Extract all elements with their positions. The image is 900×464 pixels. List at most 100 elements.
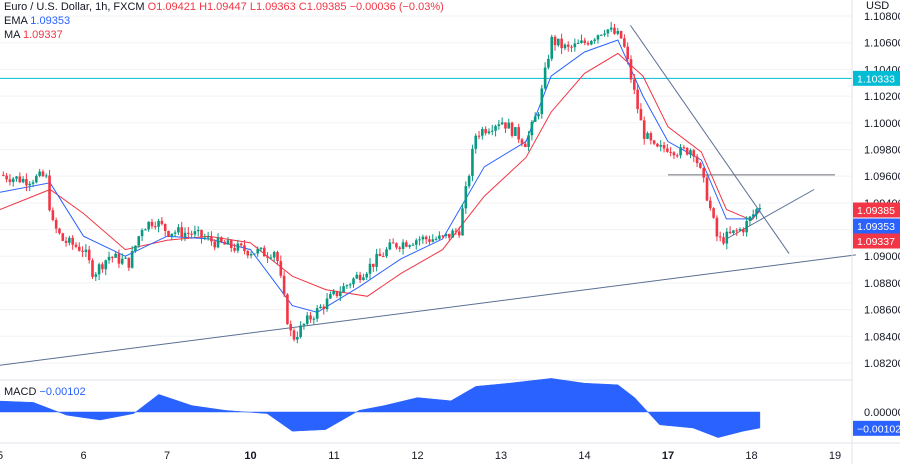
candle <box>381 252 385 258</box>
macd-label: MACD <box>4 386 37 398</box>
time-tick: 11 <box>328 450 339 462</box>
candle-body <box>504 122 507 129</box>
candle <box>500 117 504 125</box>
candle <box>322 304 326 315</box>
time-tick: 5 <box>0 450 3 462</box>
candle <box>147 221 150 232</box>
candle <box>299 321 302 339</box>
candle-body <box>134 245 137 252</box>
candle <box>609 21 613 32</box>
candle-body <box>593 39 596 41</box>
ma-badge-text: 1.09337 <box>857 236 895 248</box>
ema-badge: 1.09353 <box>853 218 900 234</box>
candle <box>210 231 213 246</box>
candle <box>81 246 84 258</box>
candle <box>679 143 682 159</box>
candle <box>94 271 98 281</box>
candle-body <box>84 249 88 252</box>
candle-body <box>2 174 5 176</box>
candle-body <box>401 242 405 249</box>
candle <box>107 251 111 264</box>
candle-body <box>5 175 8 180</box>
macd-layer <box>0 378 761 438</box>
candle <box>18 172 22 184</box>
candle-body <box>388 242 392 250</box>
symbol-title[interactable]: Euro / U.S. Dollar, 1h, FXCM <box>4 1 145 13</box>
candle <box>411 242 415 246</box>
candle-body <box>461 208 464 236</box>
ma-row[interactable]: MA 1.09337 <box>4 28 444 42</box>
candle-body <box>471 148 474 176</box>
candle-body <box>160 220 164 224</box>
candle <box>187 226 190 239</box>
ema-badge-bg <box>853 218 900 234</box>
candle <box>428 235 431 245</box>
candle <box>368 258 372 279</box>
candle-body <box>557 38 560 46</box>
candle-body <box>114 253 117 258</box>
candle <box>613 23 616 35</box>
candle-body <box>368 263 372 274</box>
candle <box>101 262 104 273</box>
candle-body <box>319 306 322 309</box>
candle-body <box>669 151 672 153</box>
candle-body <box>253 253 256 255</box>
candle-body <box>48 175 51 211</box>
candle <box>177 224 180 235</box>
candle-body <box>111 256 114 258</box>
candle-body <box>606 29 610 34</box>
candle <box>203 233 207 241</box>
candle-body <box>580 40 583 44</box>
candle-body <box>279 261 283 276</box>
candle-body <box>520 139 524 144</box>
candle <box>157 218 160 233</box>
candle-body <box>358 274 362 281</box>
candle-body <box>692 150 696 157</box>
macd-legend[interactable]: MACD −0.00102 <box>4 386 86 398</box>
candle-body <box>362 277 365 281</box>
candle <box>365 271 369 280</box>
candle-body <box>626 46 630 60</box>
macd-area <box>0 378 761 438</box>
candle <box>388 238 392 251</box>
candle <box>646 131 649 140</box>
candle-body <box>71 237 74 245</box>
candle <box>401 239 405 255</box>
candle-body <box>170 233 174 237</box>
candle <box>315 304 319 322</box>
candle <box>735 228 739 236</box>
candle-body <box>239 243 243 246</box>
candle-body <box>748 216 752 221</box>
candle-body <box>527 135 530 147</box>
candle <box>269 254 273 260</box>
candle <box>220 236 223 244</box>
candle <box>484 126 487 136</box>
candle-body <box>249 253 253 256</box>
candle <box>15 175 18 182</box>
candle <box>695 154 699 168</box>
candle-body <box>272 252 276 258</box>
ema-row[interactable]: EMA 1.09353 <box>4 14 444 28</box>
candle <box>352 277 355 288</box>
price-tick: 1.08800 <box>864 278 900 290</box>
candle-body <box>543 67 547 89</box>
candle <box>332 288 335 296</box>
candle <box>599 34 603 37</box>
candle <box>745 216 748 237</box>
close-badge: 1.09385 <box>853 202 900 218</box>
candle-body <box>193 231 197 235</box>
candle-body <box>94 274 98 277</box>
candle-body <box>596 35 600 40</box>
candle <box>557 38 560 48</box>
candle-body <box>173 232 177 234</box>
candle <box>398 246 402 252</box>
ma-layer <box>0 52 761 297</box>
candle-body <box>590 40 593 45</box>
candle <box>550 34 554 62</box>
candle-body <box>695 156 699 164</box>
candle <box>523 140 527 148</box>
candle-body <box>679 147 682 156</box>
candle-body <box>190 233 193 235</box>
candle <box>64 236 68 247</box>
